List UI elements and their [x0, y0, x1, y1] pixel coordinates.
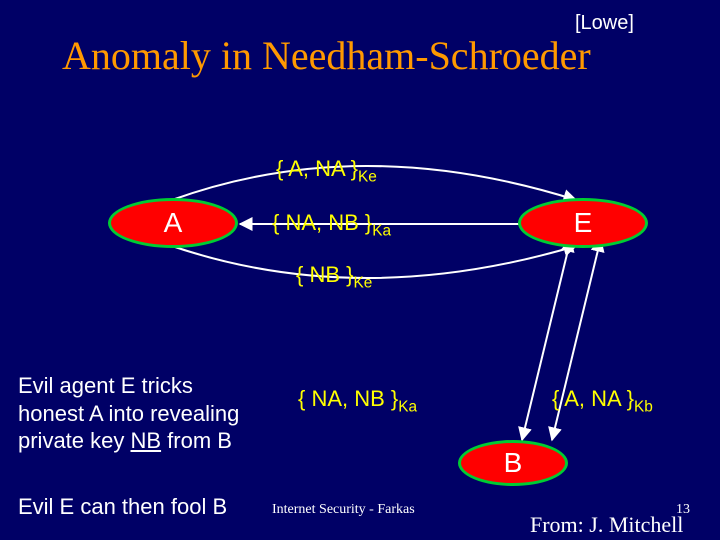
slide-title: Anomaly in Needham-Schroeder [62, 32, 591, 79]
message-3: { NB }Ke [296, 262, 372, 292]
node-e-label: E [574, 207, 593, 239]
message-1: { A, NA }Ke [276, 156, 377, 186]
message-4: { NA, NB }Ka [298, 386, 417, 416]
message-2: { NA, NB }Ka [272, 210, 391, 240]
explanation-1: Evil agent E trickshonest A into reveali… [18, 372, 239, 455]
attribution: From: J. Mitchell [530, 512, 683, 538]
message-5: { A, NA }Kb [552, 386, 653, 416]
explanation-2: Evil E can then fool B [18, 494, 227, 520]
node-b: B [458, 440, 568, 486]
node-a: A [108, 198, 238, 248]
node-a-label: A [164, 207, 183, 239]
node-e: E [518, 198, 648, 248]
node-b-label: B [504, 447, 523, 479]
footer-text: Internet Security - Farkas [272, 502, 415, 518]
